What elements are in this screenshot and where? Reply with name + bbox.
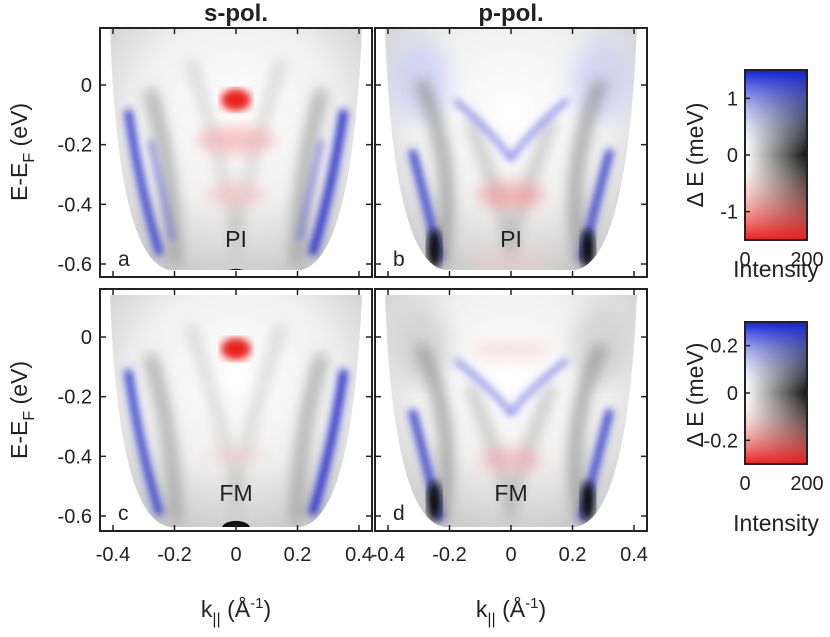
dark-feature-d-left [427,481,442,522]
spectrum-c [110,295,362,527]
spectrum-a [110,28,362,270]
y-axis-label-top: E-EF (eV) [6,103,38,201]
cbar-bottom-xtick-label-0: 0 [739,473,750,495]
x-tick-label-c-0: -0.4 [96,544,130,566]
x-tick-label-c-2: 0 [230,544,241,566]
cbar-bottom-ytick-label-1: 0 [727,383,738,405]
y-tick-label-a-3: -0.6 [58,254,92,276]
cbar-top-ytick-label-1: 0 [727,145,738,167]
y-tick-label-c-3: -0.6 [58,506,92,528]
title-p-pol: p-pol. [478,0,543,27]
red-feature-c [221,337,251,360]
dark-feature-d-right [580,481,595,522]
y-tick-label-a-2: -0.4 [58,194,92,216]
x-axis-label-left: k|| (Å-1) [201,595,271,628]
spectrum-d [385,295,637,527]
dark-feature-b-right [580,229,595,270]
y-tick-label-c-0: 0 [81,327,92,349]
panel-label-a: a [118,248,130,271]
panel-c: c FM [99,288,373,532]
tick-layer: 0-0.2-0.4-0.6-0.4 -0.2 0 0.2 0.40-0.2-0.4-0.… [58,28,824,566]
y-tick-label-a-0: 0 [81,75,92,97]
x-tick-label-d-1: -0.2 [432,544,466,566]
y-tick-label-c-1: -0.2 [58,387,92,409]
x-tick-label-d-2: 0 [505,544,516,566]
spectrum-b [385,28,637,270]
cbar-top-xtick-label-1: 200 [790,249,823,271]
panel-label-c: c [118,502,129,525]
colorbar-bottom-ylabel: Δ E (meV) [682,343,708,448]
cbar-top-xtick-label-0: 0 [739,249,750,271]
phase-label-d: FM [494,480,527,506]
phase-label-b: PI [500,226,522,252]
cbar-top-ytick-label-0: 1 [727,88,738,110]
cbar-top-ytick-label-2: -1 [720,202,738,224]
panel-label-d: d [393,502,405,525]
panel-b: b PI [374,27,648,278]
panel-label-b: b [393,248,405,271]
y-axis-label-bottom: E-EF (eV) [6,361,38,459]
phase-label-c: FM [219,480,252,506]
colorbar-top-red [745,70,807,240]
dark-feature-b-left [427,229,442,270]
x-tick-label-c-1: -0.2 [157,544,191,566]
x-tick-label-c-4: 0.4 [345,544,373,566]
x-tick-label-c-3: 0.2 [284,544,312,566]
y-tick-label-a-1: -0.2 [58,135,92,157]
red-feature-a [221,88,251,111]
cbar-bottom-xtick-label-1: 200 [790,473,823,495]
x-axis-label-right: k|| (Å-1) [476,595,546,628]
x-tick-label-d-0: -0.4 [371,544,405,566]
cbar-bottom-ytick-label-0: 0.2 [710,336,738,358]
colorbar-bottom-red [745,322,807,464]
colorbar-bottom: Δ E (meV) Intensity [682,321,819,536]
y-tick-label-c-2: -0.4 [58,446,92,468]
colorbar-bottom-xlabel: Intensity [733,510,819,536]
panel-d: d FM [374,288,648,532]
title-s-pol: s-pol. [204,0,268,27]
panel-a: a PI [99,27,373,278]
colorbar-top-ylabel: Δ E (meV) [682,103,708,208]
colorbar-top-xlabel: Intensity [733,256,819,282]
cbar-bottom-ytick-label-2: -0.2 [704,430,738,452]
dark-feature-c [222,520,250,527]
x-tick-label-d-4: 0.4 [620,544,648,566]
phase-label-a: PI [225,226,247,252]
x-tick-label-d-3: 0.2 [559,544,587,566]
colorbar-top: Δ E (meV) Intensity [682,69,819,282]
